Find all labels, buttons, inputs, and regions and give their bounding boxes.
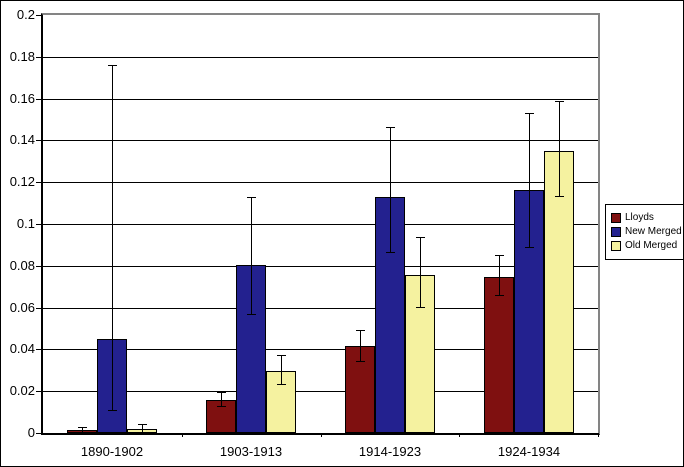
error-bar-cap-top [555, 101, 564, 102]
error-bar-line [390, 127, 391, 252]
plot-area [41, 13, 600, 435]
legend-item: Lloyds [611, 212, 682, 224]
y-tick-label: 0.1 [16, 216, 35, 231]
gridline [43, 391, 598, 392]
y-axis-tick [36, 391, 41, 392]
y-axis-tick [36, 99, 41, 100]
y-axis-tick [36, 433, 41, 434]
gridline [43, 99, 598, 100]
error-bar-cap-top [416, 237, 425, 238]
error-bar-cap-bottom [247, 314, 256, 315]
error-bar-cap-bottom [416, 307, 425, 308]
y-tick-label: 0.16 [9, 91, 35, 106]
legend-item: Old Merged [611, 240, 682, 252]
y-tick-label: 0.12 [9, 174, 35, 189]
x-category-label: 1890-1902 [80, 444, 144, 459]
gridline [43, 349, 598, 350]
error-bar-cap-bottom [108, 410, 117, 411]
error-bar-line [529, 113, 530, 247]
error-bar-cap-bottom [217, 406, 226, 407]
error-bar-cap-top [277, 355, 286, 356]
error-bar-cap-bottom [356, 361, 365, 362]
error-bar-cap-top [386, 127, 395, 128]
error-bar-cap-top [247, 197, 256, 198]
error-bar-cap-top [356, 330, 365, 331]
bar-lloyds-1914-1923 [345, 346, 375, 433]
y-axis-tick [36, 308, 41, 309]
y-axis-tick [36, 140, 41, 141]
error-bar-line [221, 392, 222, 406]
y-tick-label: 0.14 [9, 132, 35, 147]
gridline [43, 140, 598, 141]
y-axis-tick [36, 182, 41, 183]
error-bar-line [281, 355, 282, 384]
legend-label: Old Merged [625, 240, 678, 251]
error-bar-cap-bottom [277, 384, 286, 385]
gridline [43, 308, 598, 309]
legend-label: New Merged [625, 226, 682, 237]
x-axis-tick [321, 433, 322, 437]
x-axis-tick [459, 433, 460, 437]
y-tick-label: 0.08 [9, 258, 35, 273]
bar-old-merged-1924-1934 [544, 151, 574, 433]
y-axis-tick [36, 224, 41, 225]
y-tick-label: 0.06 [9, 300, 35, 315]
y-axis-tick [36, 57, 41, 58]
error-bar-cap-bottom [386, 252, 395, 253]
x-axis-tick [598, 433, 599, 437]
x-axis-tick [182, 433, 183, 437]
bar-lloyds-1924-1934 [484, 277, 514, 433]
error-bar-cap-bottom [78, 432, 87, 433]
y-tick-label: 0.02 [9, 383, 35, 398]
bar-new-merged-1903-1913 [236, 265, 266, 433]
y-tick-label: 0.04 [9, 341, 35, 356]
gridline [43, 266, 598, 267]
error-bar-cap-bottom [495, 295, 504, 296]
x-category-label: 1903-1913 [219, 444, 283, 459]
error-bar-cap-bottom [138, 432, 147, 433]
y-tick-label: 0.18 [9, 49, 35, 64]
gridline [43, 224, 598, 225]
error-bar-cap-top [78, 427, 87, 428]
legend-item: New Merged [611, 226, 682, 238]
legend-swatch-lloyds [611, 213, 621, 223]
y-tick-label: 0 [27, 425, 35, 440]
y-tick-label: 0.2 [16, 7, 35, 22]
x-category-label: 1914-1923 [358, 444, 422, 459]
error-bar-line [360, 330, 361, 361]
y-axis-tick [36, 349, 41, 350]
legend-swatch-old-merged [611, 241, 621, 251]
error-bar-cap-top [138, 424, 147, 425]
error-bar-line [420, 237, 421, 307]
error-bar-line [142, 424, 143, 432]
y-axis-tick [36, 15, 41, 16]
legend-swatch-new-merged [611, 227, 621, 237]
error-bar-cap-top [108, 65, 117, 66]
error-bar-line [559, 101, 560, 196]
error-bar-cap-top [495, 255, 504, 256]
error-bar-cap-top [217, 392, 226, 393]
error-bar-cap-top [525, 113, 534, 114]
error-bar-line [251, 197, 252, 314]
error-bar-cap-bottom [525, 247, 534, 248]
x-category-label: 1924-1934 [497, 444, 561, 459]
error-bar-cap-bottom [555, 196, 564, 197]
gridline [43, 57, 598, 58]
error-bar-line [112, 65, 113, 410]
error-bar-line [82, 427, 83, 432]
legend: Lloyds New Merged Old Merged [605, 204, 683, 260]
y-axis-tick [36, 266, 41, 267]
legend-label: Lloyds [625, 212, 654, 223]
gridline [43, 182, 598, 183]
error-bar-line [499, 255, 500, 295]
